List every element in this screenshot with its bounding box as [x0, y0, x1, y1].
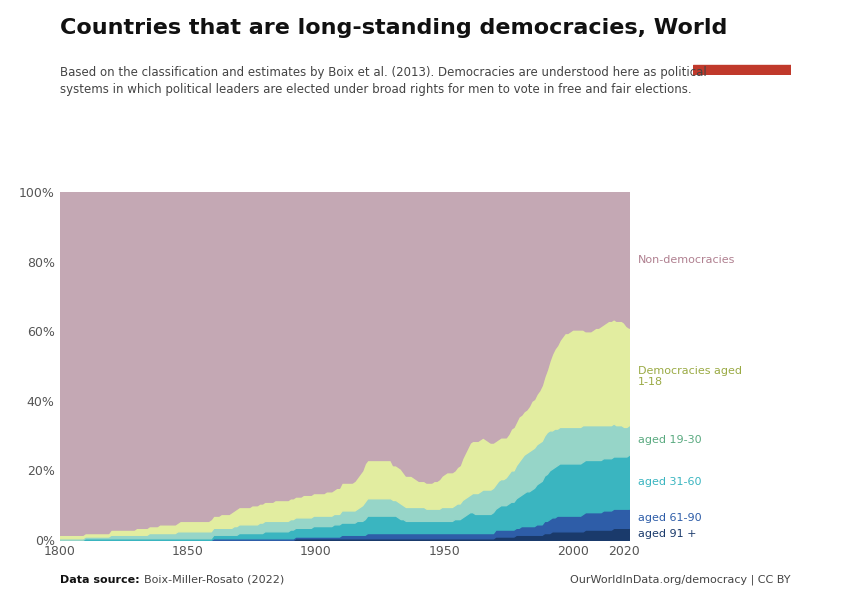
- Text: Our World: Our World: [710, 30, 774, 40]
- Text: OurWorldInData.org/democracy | CC BY: OurWorldInData.org/democracy | CC BY: [570, 575, 790, 585]
- Text: Data source:: Data source:: [60, 575, 139, 585]
- Text: aged 61-90: aged 61-90: [638, 513, 701, 523]
- Text: Boix-Miller-Rosato (2022): Boix-Miller-Rosato (2022): [144, 575, 285, 585]
- Text: Democracies aged
1-18: Democracies aged 1-18: [638, 365, 741, 387]
- Bar: [693, 65, 791, 75]
- Text: Countries that are long-standing democracies, World: Countries that are long-standing democra…: [60, 18, 727, 38]
- Text: aged 91 +: aged 91 +: [638, 529, 696, 539]
- Text: Non-democracies: Non-democracies: [638, 255, 735, 265]
- Text: aged 19-30: aged 19-30: [638, 435, 701, 445]
- Text: aged 31-60: aged 31-60: [638, 477, 701, 487]
- Text: Based on the classification and estimates by Boix et al. (2013). Democracies are: Based on the classification and estimate…: [60, 66, 706, 97]
- Text: in Data: in Data: [719, 49, 764, 58]
